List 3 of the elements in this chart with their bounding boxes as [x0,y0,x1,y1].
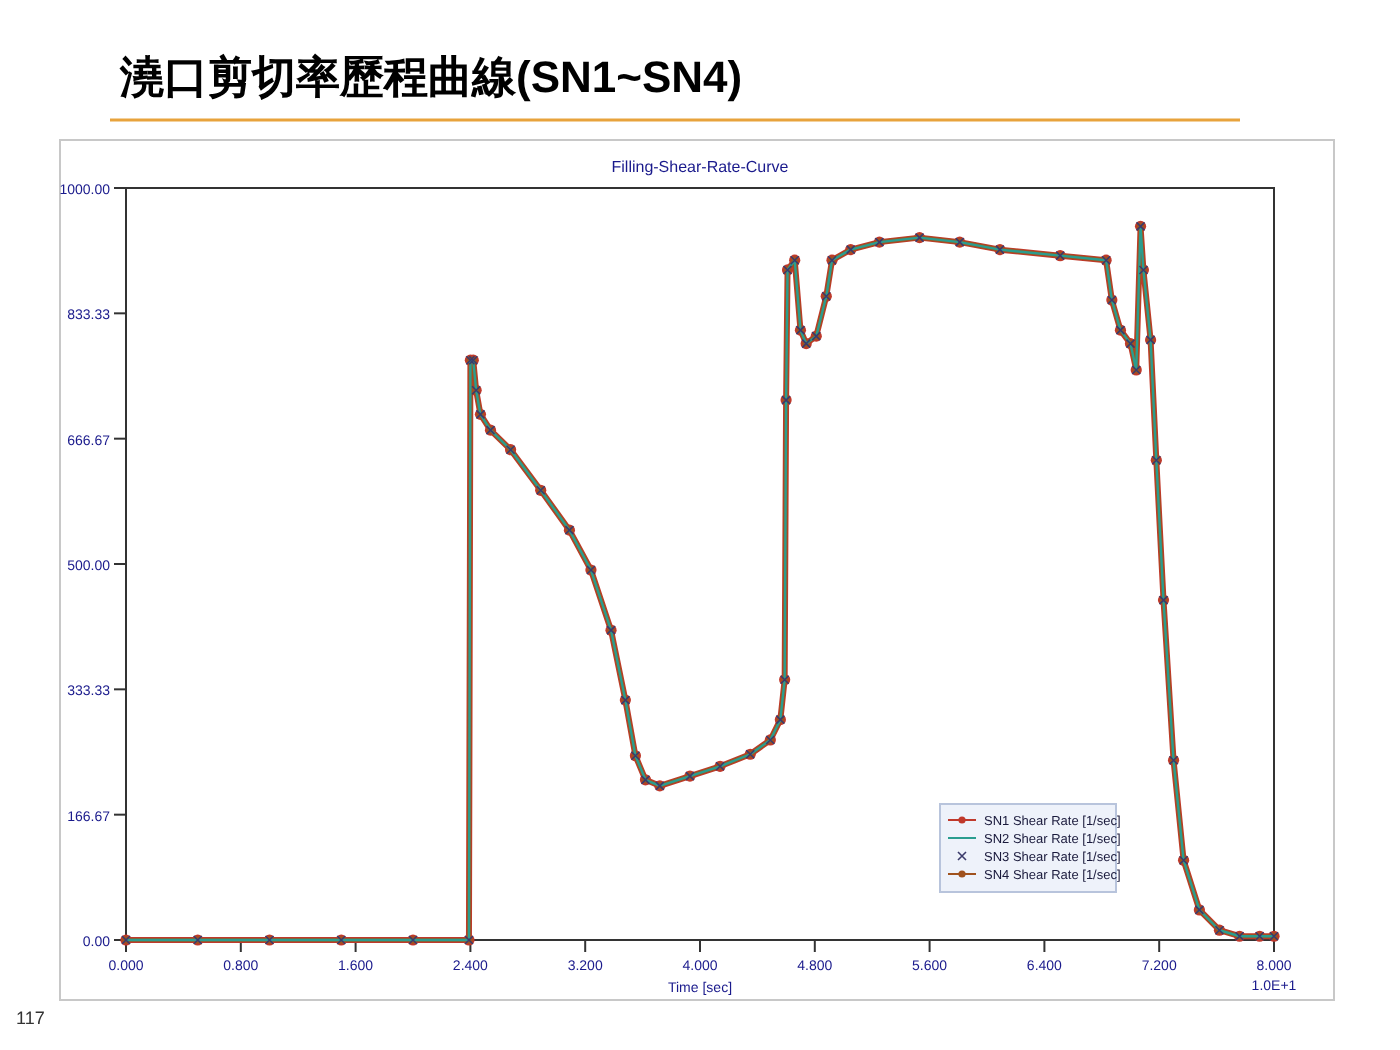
chart-subtitle: Filling-Shear-Rate-Curve [611,158,790,176]
chart-title: 澆口剪切率歷程曲線(SN1~SN4) [118,52,743,102]
text: 117 [16,1008,45,1028]
